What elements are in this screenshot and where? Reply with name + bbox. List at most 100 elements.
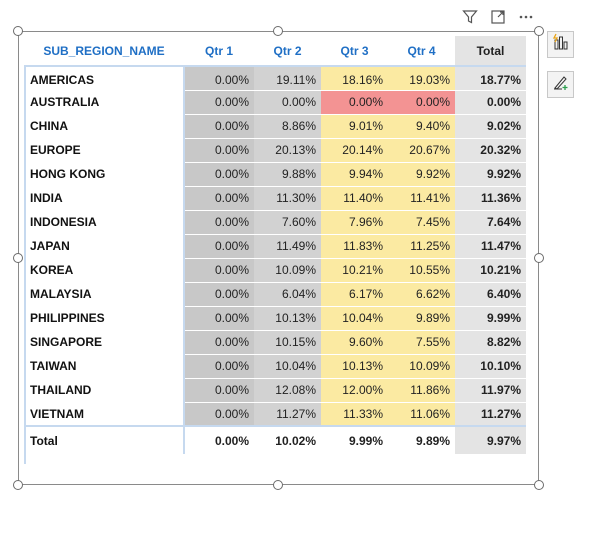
cell-qtr4[interactable]: 10.09% bbox=[388, 353, 455, 378]
cell-qtr3[interactable]: 11.83% bbox=[321, 233, 388, 258]
total-cell-qtr1[interactable]: 0.00% bbox=[184, 425, 254, 454]
focus-mode-icon[interactable] bbox=[488, 8, 508, 26]
resize-handle-bottom-right[interactable] bbox=[534, 480, 544, 490]
cell-qtr2[interactable]: 20.13% bbox=[254, 137, 321, 162]
cell-total[interactable]: 11.97% bbox=[455, 377, 526, 402]
row-label[interactable]: MALAYSIA bbox=[24, 281, 185, 306]
cell-total[interactable]: 7.64% bbox=[455, 209, 526, 234]
cell-qtr4[interactable]: 9.89% bbox=[388, 305, 455, 330]
cell-qtr3[interactable]: 20.14% bbox=[321, 137, 388, 162]
row-label[interactable]: KOREA bbox=[24, 257, 185, 282]
cell-qtr2[interactable]: 10.04% bbox=[254, 353, 321, 378]
row-label[interactable]: JAPAN bbox=[24, 233, 185, 258]
resize-handle-top-left[interactable] bbox=[13, 26, 23, 36]
total-cell-qtr3[interactable]: 9.99% bbox=[321, 425, 388, 454]
cell-qtr4[interactable]: 9.40% bbox=[388, 113, 455, 138]
cell-qtr3[interactable]: 9.60% bbox=[321, 329, 388, 354]
row-label[interactable]: HONG KONG bbox=[24, 161, 185, 186]
row-label[interactable]: INDONESIA bbox=[24, 209, 185, 234]
cell-total[interactable]: 20.32% bbox=[455, 137, 526, 162]
cell-qtr1[interactable]: 0.00% bbox=[184, 257, 254, 282]
cell-qtr4[interactable]: 11.25% bbox=[388, 233, 455, 258]
resize-handle-middle-right[interactable] bbox=[534, 253, 544, 263]
cell-qtr2[interactable]: 11.49% bbox=[254, 233, 321, 258]
column-header-total[interactable]: Total bbox=[455, 36, 526, 67]
total-cell-qtr2[interactable]: 10.02% bbox=[254, 425, 321, 454]
format-visual-button[interactable] bbox=[547, 71, 574, 98]
cell-qtr3[interactable]: 9.01% bbox=[321, 113, 388, 138]
column-header-sub-region[interactable]: SUB_REGION_NAME bbox=[24, 36, 184, 67]
row-label[interactable]: AMERICAS bbox=[24, 65, 185, 90]
cell-qtr1[interactable]: 0.00% bbox=[184, 233, 254, 258]
cell-total[interactable]: 10.21% bbox=[455, 257, 526, 282]
cell-qtr1[interactable]: 0.00% bbox=[184, 113, 254, 138]
cell-qtr1[interactable]: 0.00% bbox=[184, 89, 254, 114]
cell-qtr3[interactable]: 10.04% bbox=[321, 305, 388, 330]
grand-total-cell[interactable]: 9.97% bbox=[455, 425, 526, 454]
cell-qtr4[interactable]: 11.06% bbox=[388, 401, 455, 426]
cell-qtr2[interactable]: 10.15% bbox=[254, 329, 321, 354]
cell-qtr2[interactable]: 12.08% bbox=[254, 377, 321, 402]
column-header-qtr4[interactable]: Qtr 4 bbox=[388, 36, 455, 67]
resize-handle-middle-left[interactable] bbox=[13, 253, 23, 263]
cell-qtr2[interactable]: 8.86% bbox=[254, 113, 321, 138]
cell-qtr1[interactable]: 0.00% bbox=[184, 353, 254, 378]
more-options-icon[interactable] bbox=[516, 8, 536, 26]
cell-total[interactable]: 0.00% bbox=[455, 89, 526, 114]
cell-qtr4[interactable]: 19.03% bbox=[388, 65, 455, 90]
cell-qtr3[interactable]: 11.33% bbox=[321, 401, 388, 426]
row-label[interactable]: AUSTRALIA bbox=[24, 89, 185, 114]
cell-qtr2[interactable]: 9.88% bbox=[254, 161, 321, 186]
cell-qtr3[interactable]: 9.94% bbox=[321, 161, 388, 186]
row-label[interactable]: VIETNAM bbox=[24, 401, 185, 426]
row-label[interactable]: TAIWAN bbox=[24, 353, 185, 378]
cell-total[interactable]: 9.02% bbox=[455, 113, 526, 138]
cell-total[interactable]: 11.36% bbox=[455, 185, 526, 210]
build-visual-button[interactable] bbox=[547, 31, 574, 58]
filter-icon[interactable] bbox=[460, 8, 480, 26]
row-label[interactable]: INDIA bbox=[24, 185, 185, 210]
cell-qtr3[interactable]: 7.96% bbox=[321, 209, 388, 234]
cell-total[interactable]: 8.82% bbox=[455, 329, 526, 354]
cell-qtr1[interactable]: 0.00% bbox=[184, 329, 254, 354]
cell-qtr1[interactable]: 0.00% bbox=[184, 137, 254, 162]
cell-qtr2[interactable]: 11.30% bbox=[254, 185, 321, 210]
resize-handle-bottom-center[interactable] bbox=[273, 480, 283, 490]
cell-qtr4[interactable]: 0.00% bbox=[388, 89, 455, 114]
cell-qtr1[interactable]: 0.00% bbox=[184, 281, 254, 306]
resize-handle-bottom-left[interactable] bbox=[13, 480, 23, 490]
cell-total[interactable]: 11.27% bbox=[455, 401, 526, 426]
cell-qtr2[interactable]: 11.27% bbox=[254, 401, 321, 426]
cell-qtr1[interactable]: 0.00% bbox=[184, 185, 254, 210]
cell-qtr2[interactable]: 10.13% bbox=[254, 305, 321, 330]
cell-total[interactable]: 6.40% bbox=[455, 281, 526, 306]
column-header-qtr3[interactable]: Qtr 3 bbox=[321, 36, 388, 67]
cell-qtr3[interactable]: 12.00% bbox=[321, 377, 388, 402]
cell-qtr3[interactable]: 18.16% bbox=[321, 65, 388, 90]
row-label[interactable]: PHILIPPINES bbox=[24, 305, 185, 330]
cell-qtr4[interactable]: 7.45% bbox=[388, 209, 455, 234]
cell-qtr1[interactable]: 0.00% bbox=[184, 377, 254, 402]
cell-qtr3[interactable]: 10.13% bbox=[321, 353, 388, 378]
total-cell-qtr4[interactable]: 9.89% bbox=[388, 425, 455, 454]
cell-total[interactable]: 11.47% bbox=[455, 233, 526, 258]
resize-handle-top-right[interactable] bbox=[534, 26, 544, 36]
cell-qtr4[interactable]: 20.67% bbox=[388, 137, 455, 162]
cell-qtr2[interactable]: 10.09% bbox=[254, 257, 321, 282]
cell-qtr3[interactable]: 0.00% bbox=[321, 89, 388, 114]
row-label[interactable]: EUROPE bbox=[24, 137, 185, 162]
cell-qtr4[interactable]: 6.62% bbox=[388, 281, 455, 306]
row-label[interactable]: THAILAND bbox=[24, 377, 185, 402]
cell-qtr4[interactable]: 11.41% bbox=[388, 185, 455, 210]
column-header-qtr2[interactable]: Qtr 2 bbox=[254, 36, 321, 67]
cell-total[interactable]: 9.92% bbox=[455, 161, 526, 186]
cell-qtr2[interactable]: 0.00% bbox=[254, 89, 321, 114]
cell-qtr4[interactable]: 7.55% bbox=[388, 329, 455, 354]
cell-qtr3[interactable]: 10.21% bbox=[321, 257, 388, 282]
row-label[interactable]: CHINA bbox=[24, 113, 185, 138]
cell-qtr3[interactable]: 11.40% bbox=[321, 185, 388, 210]
cell-qtr1[interactable]: 0.00% bbox=[184, 305, 254, 330]
cell-qtr1[interactable]: 0.00% bbox=[184, 401, 254, 426]
cell-qtr1[interactable]: 0.00% bbox=[184, 65, 254, 90]
cell-qtr1[interactable]: 0.00% bbox=[184, 161, 254, 186]
